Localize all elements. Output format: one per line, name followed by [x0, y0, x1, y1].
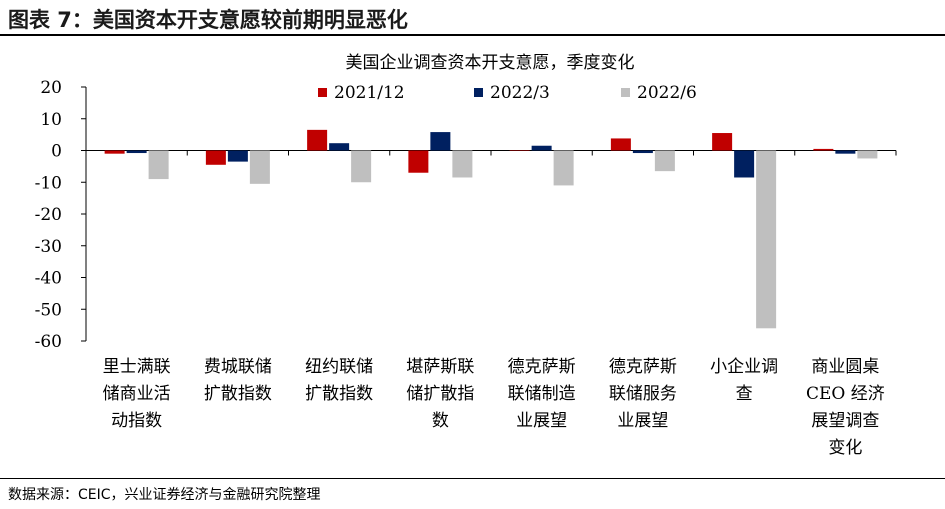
bar-2022-3-1: [227, 150, 248, 162]
bar-2022-6-5: [654, 150, 675, 172]
y-tick-label: -10: [35, 173, 62, 193]
x-category-label: 小企业调查: [710, 357, 778, 404]
y-tick-label: 20: [40, 78, 62, 98]
bar-2022-6-3: [452, 150, 473, 178]
bar-chart: 美国企业调查资本开支意愿，季度变化 2021/12 2022/3 2022/6 20…: [35, 53, 897, 458]
legend-label: 2021/12: [334, 83, 405, 103]
bar-2021-12-1: [205, 150, 226, 165]
bar-2022-6-4: [553, 150, 574, 186]
bar-2022-3-0: [126, 150, 147, 154]
bar-2021-12-2: [307, 129, 328, 151]
bar-2021-12-7: [813, 148, 834, 151]
legend-label: 2022/3: [490, 83, 550, 103]
x-category-label: 德克萨斯联储服务业展望: [609, 357, 677, 431]
y-tick-label: -30: [35, 237, 62, 257]
bar-2022-6-2: [351, 150, 372, 183]
y-tick-label: -60: [35, 332, 62, 352]
x-category-label: 里士满联储商业活动指数: [103, 357, 171, 431]
bar-2022-3-4: [531, 145, 552, 151]
y-tick-label: -50: [35, 300, 62, 320]
x-category-label: 商业圆桌 CEO 经济展望调查变化: [806, 357, 885, 458]
legend-label: 2022/6: [637, 83, 697, 103]
bar-2021-12-3: [408, 150, 429, 173]
bar-2022-6-1: [249, 150, 270, 184]
x-category-label: 德克萨斯联储制造业展望: [508, 357, 576, 431]
legend-swatch: [318, 88, 327, 97]
bar-2021-12-5: [610, 138, 631, 151]
x-axis-labels: 里士满联储商业活动指数费城联储扩散指数纽约联储扩散指数堪萨斯联储扩散指数德克萨斯…: [103, 357, 885, 458]
bar-2022-6-7: [857, 150, 878, 159]
chart-title: 美国企业调查资本开支意愿，季度变化: [346, 53, 635, 73]
bar-2022-3-3: [430, 132, 451, 151]
bars: [104, 129, 878, 329]
y-tick-label: -40: [35, 269, 62, 289]
bar-2022-3-6: [734, 150, 755, 178]
bar-2022-3-2: [329, 143, 350, 151]
bar-2021-12-4: [509, 150, 530, 151]
x-category-label: 堪萨斯联储扩散指数: [406, 357, 474, 431]
title-rule: [0, 34, 945, 36]
bar-2022-6-6: [756, 150, 777, 329]
legend-swatch: [474, 88, 483, 97]
x-category-label: 费城联储扩散指数: [204, 357, 272, 404]
bar-2022-6-0: [148, 150, 169, 180]
y-axis: 20 10 0 -10 -20 -30 -40 -50 -60: [35, 78, 897, 352]
x-category-label: 纽约联储扩散指数: [305, 357, 373, 404]
legend-swatch: [621, 88, 630, 97]
y-tick-label: 0: [51, 142, 62, 162]
bar-2022-3-7: [835, 150, 856, 154]
bar-2021-12-6: [712, 133, 733, 151]
figure-title: 图表 7：美国资本开支意愿较前期明显恶化: [8, 8, 408, 32]
bar-2021-12-0: [104, 150, 125, 154]
source-rule: [0, 478, 945, 479]
y-tick-label: -20: [35, 205, 62, 225]
source-note: 数据来源：CEIC，兴业证券经济与金融研究院整理: [8, 487, 321, 503]
legend: 2021/12 2022/3 2022/6: [318, 83, 697, 103]
bar-2022-3-5: [632, 150, 653, 154]
y-tick-label: 10: [40, 110, 62, 130]
